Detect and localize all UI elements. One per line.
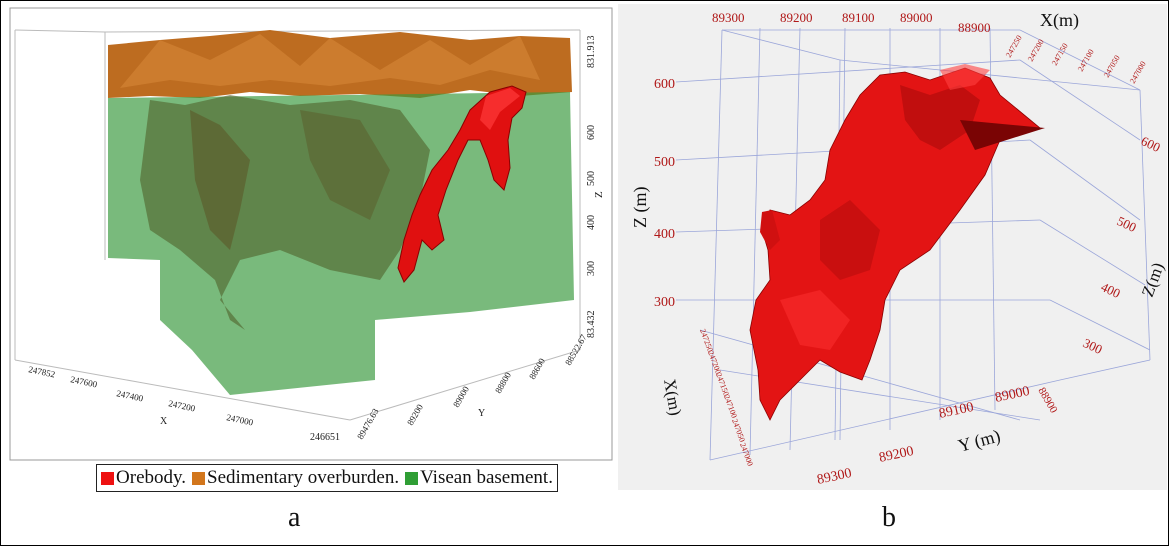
bounding-box-lines bbox=[14, 29, 581, 421]
z-tick-2: 500 bbox=[586, 171, 597, 186]
z-tick-3: 400 bbox=[586, 215, 597, 230]
overburden-facets bbox=[120, 34, 540, 88]
legend-item-orebody: Orebody. bbox=[101, 467, 186, 489]
legend-label-orebody: Orebody. bbox=[116, 467, 187, 488]
legend-item-basement: Visean basement. bbox=[405, 467, 553, 489]
overburden-swatch-icon bbox=[192, 471, 206, 485]
panel-a-3d-view: 831.913 600 500 Z 400 300 83.432 247852 … bbox=[9, 7, 613, 461]
panel-b-label: b bbox=[882, 502, 896, 533]
z-tick-0: 831.913 bbox=[586, 36, 597, 69]
z-tick-4: 300 bbox=[586, 261, 597, 276]
orebody-highlight bbox=[480, 88, 520, 130]
panel-a-label: a bbox=[288, 502, 301, 533]
x-axis-label: X bbox=[160, 416, 168, 427]
z-tick-5: 83.432 bbox=[586, 311, 597, 339]
z-tick-1: 600 bbox=[586, 125, 597, 140]
legend-item-overburden: Sedimentary overburden. bbox=[192, 467, 399, 489]
legend-label-overburden: Sedimentary overburden. bbox=[207, 467, 400, 488]
basement-swatch-icon bbox=[405, 471, 419, 485]
orebody bbox=[397, 85, 527, 283]
x-tick-5: 246651 bbox=[310, 432, 340, 443]
legend-label-basement: Visean basement. bbox=[420, 467, 553, 488]
legend: Orebody. Sedimentary overburden. Visean … bbox=[96, 464, 558, 492]
orebody-swatch-icon bbox=[101, 471, 115, 485]
folded-structure-dark bbox=[140, 95, 430, 330]
fold-fragment-1 bbox=[190, 110, 250, 250]
fold-fragment-2 bbox=[300, 110, 390, 220]
y-axis-label: Y bbox=[478, 408, 485, 419]
z-axis-label: Z bbox=[593, 191, 605, 198]
